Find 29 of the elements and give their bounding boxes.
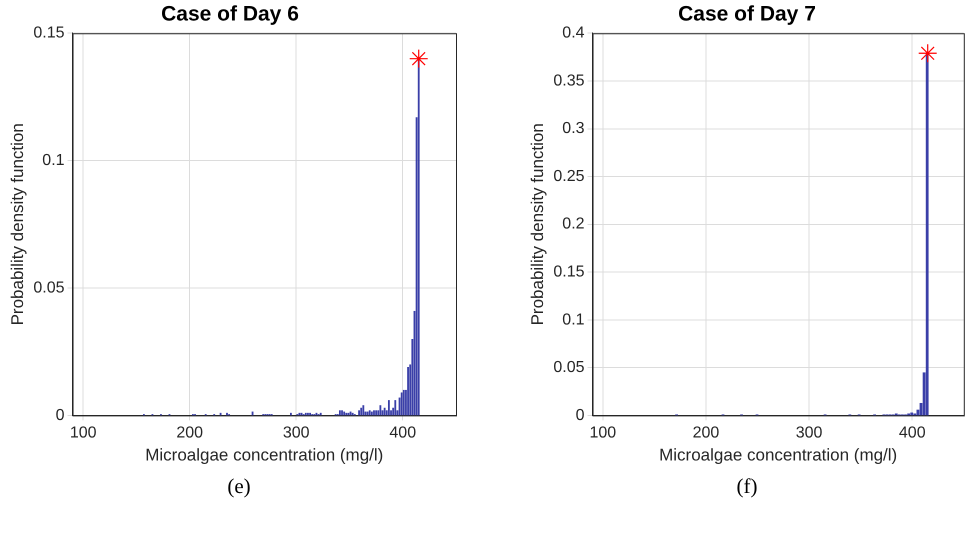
y-tick-label: 0.05 — [553, 359, 585, 376]
y-tick-label: 0.1 — [42, 152, 65, 170]
y-tick-label: 0.15 — [553, 263, 585, 280]
x-tick-label: 300 — [282, 424, 310, 442]
y-tick-label: 0.2 — [562, 216, 585, 233]
chart-title: Case of Day 6 — [161, 2, 299, 26]
y-axis-title: Probability density function — [528, 123, 547, 326]
x-tick-label: 100 — [70, 424, 97, 442]
y-tick-label: 0.3 — [562, 120, 585, 138]
y-tick-label: 0.25 — [553, 168, 585, 185]
x-tick-label: 100 — [590, 424, 616, 442]
y-tick-label: 0.35 — [553, 72, 585, 90]
y-tick-label: 0.4 — [562, 24, 585, 42]
y-axis-title: Probability density function — [8, 123, 27, 326]
x-tick-label: 400 — [898, 424, 926, 442]
text: (f) — [736, 474, 758, 499]
chart-title: Case of Day 7 — [678, 2, 816, 26]
x-tick-label: 300 — [796, 424, 823, 442]
x-tick-label: 200 — [176, 424, 204, 442]
y-tick-label: 0 — [576, 406, 585, 424]
y-tick-label: 0.15 — [33, 24, 65, 42]
x-tick-label: 200 — [692, 424, 720, 442]
y-tick-label: 0 — [56, 406, 65, 424]
y-tick-label: 0.1 — [562, 311, 585, 328]
x-tick-label: 400 — [389, 424, 416, 442]
x-axis-title: Microalgae concentration (mg/l) — [145, 445, 384, 464]
x-axis-title: Microalgae concentration (mg/l) — [659, 445, 898, 464]
y-tick-label: 0.05 — [33, 279, 65, 296]
text: (e) — [226, 474, 252, 499]
